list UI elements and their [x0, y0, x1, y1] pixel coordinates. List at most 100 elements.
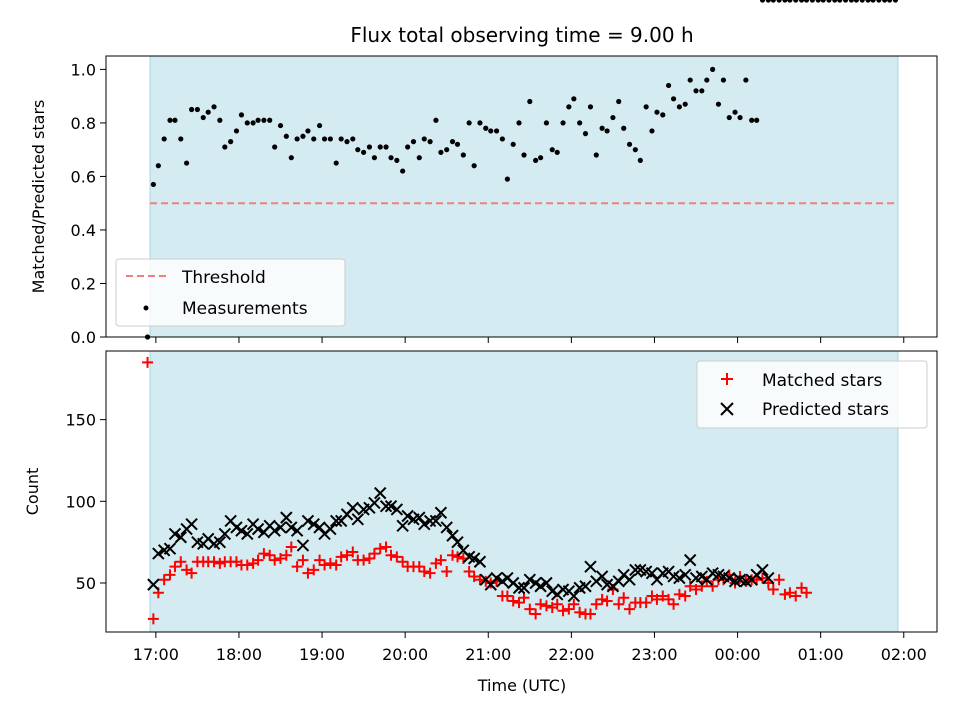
matched-point [779, 588, 791, 600]
predicted-point [567, 589, 581, 603]
predicted-point [285, 521, 298, 534]
measurement-point [261, 117, 267, 123]
matched-point [319, 559, 331, 571]
measurement-point [155, 163, 161, 169]
predicted-point [623, 573, 636, 586]
measurement-point [449, 139, 456, 145]
measurement-point [516, 120, 522, 126]
matched-point [418, 566, 430, 578]
matched-point [801, 587, 813, 599]
measurement-point [255, 117, 261, 123]
matched-point [767, 584, 779, 596]
measurement-point [421, 136, 427, 142]
predicted-point [152, 547, 165, 560]
matched-point [380, 541, 392, 553]
matched-point [330, 559, 342, 571]
measurement-point [184, 160, 190, 166]
measurement-point [288, 155, 294, 161]
predicted-point [584, 560, 597, 573]
measurement-point [687, 77, 693, 83]
predicted-point [413, 511, 426, 524]
measurement-point [533, 157, 539, 163]
predicted-point [683, 553, 697, 567]
measurement-point [793, 0, 799, 3]
predicted-point [434, 506, 448, 519]
measurement-point [660, 112, 666, 118]
measurement-point [765, 0, 771, 3]
measurement-point [267, 117, 273, 123]
x-axis-label: Time (UTC) [477, 676, 566, 695]
matched-point [363, 552, 375, 564]
matched-point [468, 570, 480, 582]
predicted-point [440, 521, 453, 534]
predicted-point [673, 571, 686, 585]
matched-point [275, 552, 287, 564]
measurement-point [333, 160, 339, 166]
matched-point [435, 554, 447, 566]
matched-point [308, 564, 320, 576]
measurement-point [228, 139, 234, 145]
matched-point [563, 603, 575, 615]
predicted-point [473, 555, 487, 568]
measurement-point [504, 176, 510, 182]
bottom-y-tick-label: 50 [76, 574, 96, 593]
matched-point [584, 608, 596, 620]
predicted-point [579, 580, 592, 593]
matched-point [513, 597, 525, 609]
matched-point [147, 613, 159, 625]
measurement-point [433, 117, 439, 123]
predicted-point [168, 527, 182, 541]
measurement-point [316, 122, 323, 129]
measurement-point [743, 77, 749, 83]
bottom-y-axis-label: Count [23, 468, 42, 516]
measurement-point [853, 0, 859, 3]
predicted-point [423, 514, 437, 528]
measurement-point [848, 0, 855, 3]
predicted-point [185, 517, 198, 531]
measurement-point [538, 155, 544, 161]
top-y-tick-label: 0.0 [71, 328, 96, 347]
matched-point [214, 557, 226, 569]
top-y-axis-label: Matched/Predicted stars [29, 100, 48, 294]
measurement-point [643, 104, 649, 110]
matched-point [557, 605, 569, 617]
matched-point [480, 575, 492, 587]
x-tick-label: 00:00 [715, 645, 761, 664]
measurement-point [283, 133, 289, 139]
matched-point [291, 561, 303, 573]
predicted-point [756, 563, 769, 577]
matched-point [507, 595, 519, 607]
measurement-point [394, 157, 400, 163]
measurement-point [466, 120, 472, 126]
matched-point [640, 597, 652, 609]
matched-point [413, 561, 425, 573]
measurement-point [471, 163, 477, 169]
measurement-point [749, 117, 755, 123]
measurement-point [870, 0, 876, 3]
measurement-point [676, 104, 682, 110]
measurement-point [621, 125, 627, 131]
measurement-point [161, 136, 167, 142]
x-tick-label: 19:00 [299, 645, 345, 664]
matched-point [530, 608, 542, 620]
matched-point [657, 590, 669, 602]
predicted-point [390, 503, 404, 516]
measurement-point [726, 114, 732, 121]
measurement-point [361, 149, 367, 155]
top-y-ticks: 0.0 0.2 0.4 0.6 0.8 1.0 [71, 60, 106, 347]
chart-title: Flux total observing time = 9.00 h [350, 23, 693, 47]
measurement-point [626, 141, 633, 147]
measurement-points [144, 0, 899, 340]
x-tick-label: 18:00 [216, 645, 262, 664]
measurement-point [311, 136, 317, 142]
legend-matched-label: Matched stars [762, 371, 882, 391]
measurement-point [371, 155, 378, 161]
matched-point [368, 548, 380, 560]
measurement-point [488, 128, 494, 134]
measurement-point [787, 0, 793, 3]
measurement-point [865, 0, 871, 3]
matched-point [324, 557, 336, 569]
measurement-point [759, 0, 766, 3]
matched-point [679, 590, 691, 602]
predicted-point [645, 566, 659, 580]
